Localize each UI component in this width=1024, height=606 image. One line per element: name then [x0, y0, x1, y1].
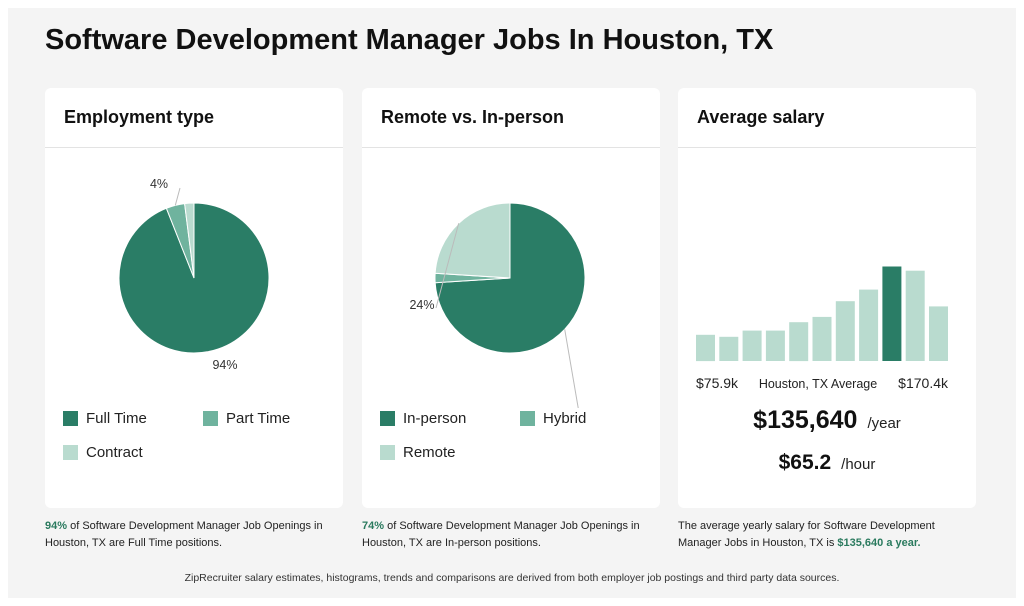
histogram-bar	[812, 316, 832, 361]
pie-slice-remote	[434, 202, 511, 279]
histogram-bar	[696, 334, 715, 362]
employment-type-pie-chart: 94% 4%	[118, 177, 270, 372]
histogram-bar	[719, 336, 739, 361]
employment-caption-text: of Software Development Manager Job Open…	[45, 520, 323, 549]
legend-swatch-contract	[63, 445, 78, 460]
histogram-bar	[742, 330, 762, 361]
pie-leader-line-part-time	[174, 187, 181, 206]
pie-slice-contract	[184, 202, 195, 279]
average-salary-card: Average salary $75.9k Houston, TX Average…	[678, 88, 976, 508]
remote-vs-inperson-header: Remote vs. In-person	[362, 88, 660, 148]
legend-label-hybrid: Hybrid	[543, 410, 587, 427]
legend-label-contract: Contract	[86, 444, 143, 461]
salary-caption-text: The average yearly salary for Software D…	[678, 520, 935, 549]
legend-swatch-hybrid	[520, 411, 535, 426]
legend-hybrid: Hybrid	[520, 410, 586, 427]
legend-in-person: In-person	[380, 410, 466, 427]
salary-caption: The average yearly salary for Software D…	[678, 518, 968, 552]
legend-label-part-time: Part Time	[226, 410, 291, 427]
footer-note: ZipRecruiter salary estimates, histogram…	[184, 572, 840, 584]
pie-leader-line-remote	[435, 223, 460, 309]
legend-label-in-person: In-person	[403, 410, 467, 427]
histogram-bar	[835, 301, 855, 361]
legend-remote: Remote	[380, 444, 456, 461]
legend-swatch-part-time	[203, 411, 218, 426]
pie-data-label-remote: 24%	[409, 298, 434, 312]
histogram-bar	[905, 270, 925, 361]
histogram-max-label: $170.4k	[898, 375, 949, 391]
legend-label-remote: Remote	[403, 444, 456, 461]
remote-caption-pct: 74%	[362, 520, 385, 532]
histogram-bar	[789, 322, 809, 362]
histogram-bar	[765, 330, 785, 361]
legend-part-time: Part Time	[203, 410, 290, 427]
employment-caption-pct: 94%	[45, 520, 68, 532]
histogram-bar	[929, 306, 948, 361]
remote-caption-text: of Software Development Manager Job Open…	[362, 520, 640, 549]
legend-full-time: Full Time	[63, 410, 147, 427]
employment-type-caption: 94% of Software Development Manager Job …	[45, 518, 345, 552]
employment-type-card: Employment type 94% 4% Full Time Part Tim…	[45, 88, 343, 508]
legend-swatch-in-person	[380, 411, 395, 426]
legend-swatch-full-time	[63, 411, 78, 426]
salary-yearly-row: $135,640/year	[678, 406, 976, 435]
salary-hourly-row: $65.2/hour	[678, 451, 976, 475]
pie-data-label-full-time: 94%	[212, 358, 237, 372]
pie-leader-line-in-person	[564, 329, 579, 408]
salary-hourly-unit: /hour	[841, 456, 876, 473]
remote-vs-inperson-card: Remote vs. In-person 74%24% In-person Hy…	[362, 88, 660, 508]
remote-caption: 74% of Software Development Manager Job …	[362, 518, 662, 552]
salary-yearly-unit: /year	[867, 415, 901, 432]
salary-hourly-value: $65.2	[778, 451, 832, 474]
histogram-min-label: $75.9k	[696, 375, 739, 391]
pie-data-label-part-time: 4%	[150, 177, 168, 191]
legend-contract: Contract	[63, 444, 143, 461]
remote-vs-inperson-pie-chart: 74%24%	[409, 202, 586, 408]
salary-histogram: $75.9k Houston, TX Average $170.4k	[696, 266, 949, 391]
histogram-bar-average	[882, 266, 902, 361]
legend-swatch-remote	[380, 445, 395, 460]
employment-type-header: Employment type	[45, 88, 343, 148]
average-salary-header: Average salary	[678, 88, 976, 148]
histogram-average-label: Houston, TX Average	[759, 377, 877, 391]
salary-yearly-value: $135,640	[753, 406, 858, 434]
page-title: Software Development Manager Jobs In Hou…	[45, 24, 774, 56]
histogram-bar	[859, 289, 879, 361]
salary-caption-highlight: $135,640 a year.	[837, 537, 921, 549]
legend-label-full-time: Full Time	[86, 410, 147, 427]
